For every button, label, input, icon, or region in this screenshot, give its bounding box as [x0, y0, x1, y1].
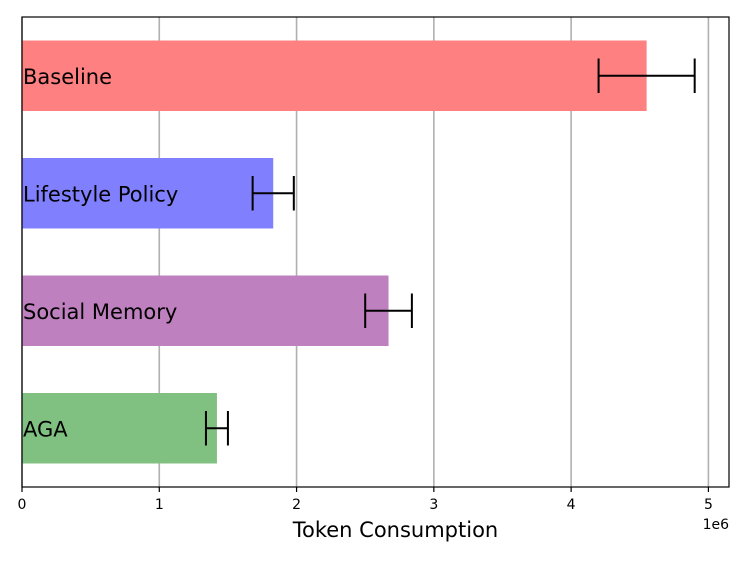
error-bar [597, 58, 696, 93]
bar [22, 393, 217, 464]
error-bars [204, 58, 696, 446]
bar [22, 158, 274, 229]
bar [22, 275, 389, 346]
x-axis-offset-label: 1e6 [703, 517, 730, 533]
x-tick-label: 4 [567, 497, 576, 513]
x-axis-label: Token Consumption [292, 518, 499, 542]
error-bar [364, 293, 413, 328]
x-tick-label: 3 [429, 497, 438, 513]
category-label: Baseline [23, 65, 112, 89]
category-label: Social Memory [23, 300, 177, 324]
error-bar [204, 411, 229, 446]
x-tick-label: 0 [18, 497, 27, 513]
x-axis-ticks: 0 1 2 3 4 5 [18, 487, 713, 513]
category-label: Lifestyle Policy [23, 182, 178, 206]
plot-frame [21, 16, 730, 488]
x-tick-label: 2 [292, 497, 301, 513]
bar [22, 40, 647, 111]
category-labels: Baseline Lifestyle Policy Social Memory AGA [23, 65, 178, 442]
x-tick-label: 1 [155, 497, 164, 513]
category-label: AGA [23, 417, 68, 441]
error-bar [251, 176, 295, 211]
bars [22, 40, 647, 464]
x-tick-label: 5 [704, 497, 713, 513]
